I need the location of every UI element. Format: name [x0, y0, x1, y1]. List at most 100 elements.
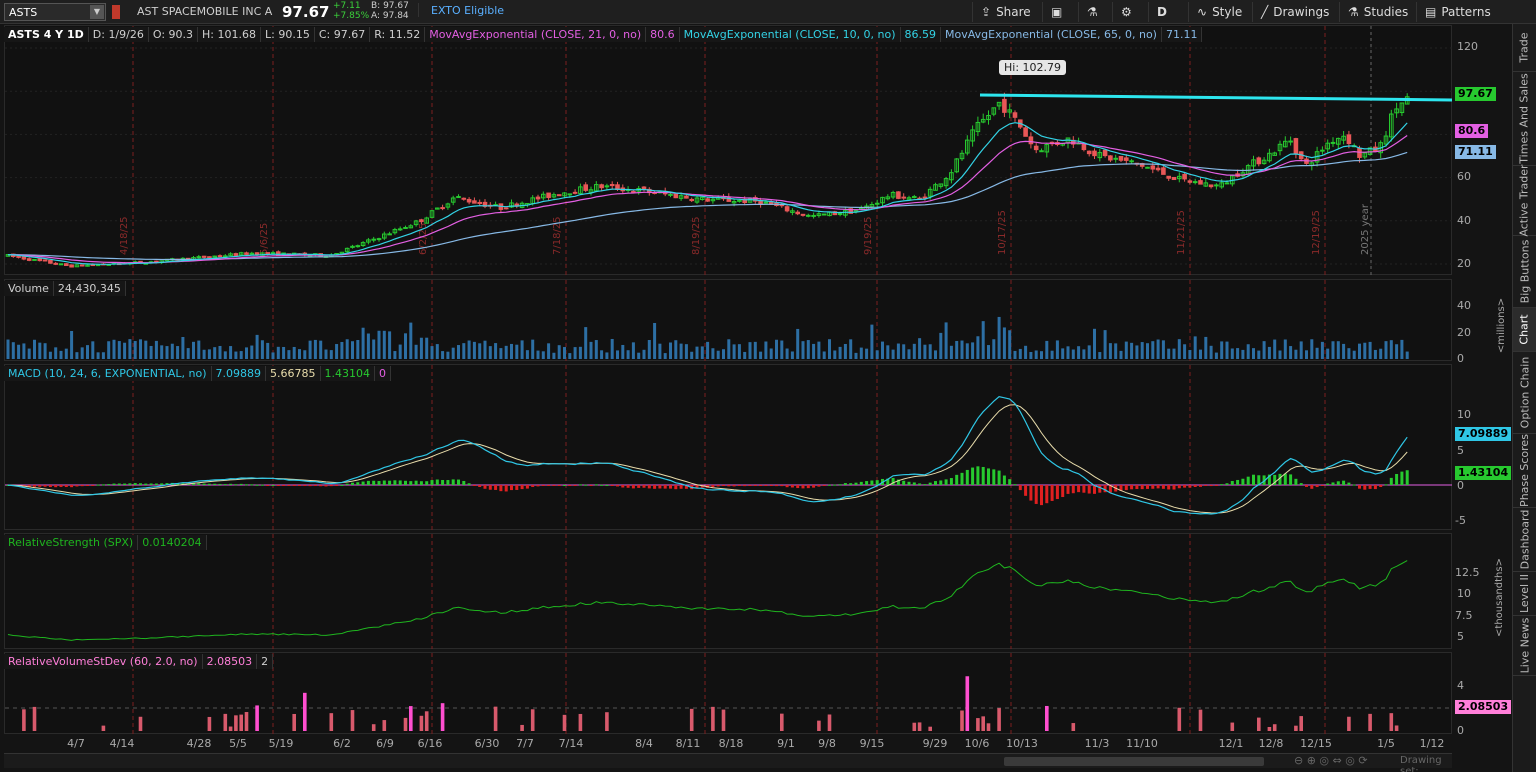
- candle-body: [1012, 112, 1018, 118]
- x-tick: 12/1: [1218, 737, 1244, 750]
- volume-bar: [1336, 341, 1340, 359]
- candle-body: [943, 178, 949, 187]
- style-button[interactable]: ∿ Style: [1188, 2, 1250, 22]
- ema65-label[interactable]: MovAvgExponential (CLOSE, 65, 0, no): [941, 27, 1162, 42]
- macd-histogram-bar: [260, 484, 264, 486]
- price-panel[interactable]: [4, 25, 1452, 275]
- macd-histogram-bar: [1347, 482, 1351, 485]
- sidebar-tab-times-and-sales[interactable]: Times And Sales: [1513, 72, 1536, 166]
- volume-bar: [896, 343, 900, 359]
- volume-bar: [218, 345, 222, 359]
- flag-icon[interactable]: [112, 5, 120, 19]
- sidebar-tab-option-chain[interactable]: Option Chain: [1513, 352, 1536, 434]
- symbol-input[interactable]: ASTS ▼: [4, 3, 106, 21]
- volume-bar: [981, 321, 985, 359]
- volume-bar: [944, 322, 948, 359]
- volume-label[interactable]: Volume: [4, 281, 54, 296]
- macd-histogram-bar: [939, 480, 943, 485]
- earnings-date-label: 5/6/25: [259, 223, 270, 255]
- candle-body: [244, 252, 249, 255]
- settings-button[interactable]: ⚙: [1112, 2, 1140, 22]
- volume-bar: [282, 346, 286, 359]
- flask-button[interactable]: ⚗: [1078, 2, 1106, 22]
- right-sidebar: Trade Times And Sales Active Trader Big But…: [1512, 24, 1536, 772]
- sidebar-tab-phase-scores[interactable]: Phase Scores: [1513, 434, 1536, 508]
- macd-histogram-bar: [382, 480, 386, 485]
- volume-bar: [329, 350, 333, 359]
- volume-tick: 0: [1457, 352, 1464, 365]
- sidebar-tab-label: Active Trader: [1518, 164, 1532, 237]
- sidebar-tab-label: Option Chain: [1518, 356, 1532, 429]
- volume-bar: [319, 340, 323, 359]
- symbol-dropdown-icon[interactable]: ▼: [90, 5, 104, 19]
- volume-bar: [313, 339, 317, 359]
- candle-body: [387, 233, 392, 236]
- ask-price: A: 97.84: [371, 11, 409, 21]
- macd-histogram-bar: [372, 480, 376, 485]
- relative-volume-bar: [1045, 705, 1049, 731]
- period-button[interactable]: D: [1148, 2, 1175, 22]
- rv-label[interactable]: RelativeVolumeStDev (60, 2.0, no): [4, 654, 203, 669]
- volume-bar: [541, 351, 545, 359]
- rs-unit: <thousandths>: [1493, 558, 1505, 637]
- sidebar-tab-level-ii[interactable]: Level II: [1513, 572, 1536, 616]
- macd-histogram-bar: [419, 481, 423, 485]
- macd-histogram-bar: [912, 482, 916, 485]
- volume-bar: [1087, 345, 1091, 359]
- macd-histogram-bar: [345, 483, 349, 485]
- relative-volume-bar: [562, 714, 567, 731]
- sidebar-tab-dashboard[interactable]: Dashboard: [1513, 508, 1536, 572]
- exto-eligible-link[interactable]: EXTO Eligible: [418, 3, 504, 17]
- candle-body: [1346, 134, 1352, 145]
- volume-bar: [1034, 350, 1038, 359]
- macd-histogram-bar: [573, 485, 577, 486]
- rs-label[interactable]: RelativeStrength (SPX): [4, 535, 139, 550]
- volume-bar: [404, 333, 407, 359]
- scroll-thumb[interactable]: [1004, 757, 1264, 766]
- macd-histogram-bar: [965, 469, 969, 485]
- last-price: 97.67: [282, 3, 330, 21]
- macd-histogram-bar: [409, 481, 413, 485]
- macd-histogram-bar: [896, 479, 900, 485]
- candle-body: [1261, 159, 1267, 165]
- sidebar-tab-chart[interactable]: Chart: [1513, 308, 1536, 352]
- sidebar-tab-big-buttons[interactable]: Big Buttons: [1513, 236, 1536, 308]
- volume-bar: [86, 345, 89, 359]
- relative-strength-panel[interactable]: [4, 533, 1452, 649]
- snapshot-button[interactable]: ▣: [1042, 2, 1070, 22]
- volume-bar: [669, 342, 672, 359]
- volume-bar: [435, 344, 439, 359]
- share-button[interactable]: ⇪ Share: [972, 2, 1039, 22]
- volume-bar: [822, 351, 826, 359]
- macd-histogram-bar: [1013, 484, 1017, 486]
- volume-bar: [854, 352, 858, 359]
- macd-panel[interactable]: [4, 364, 1452, 530]
- macd-histogram-bar: [276, 485, 280, 486]
- volume-bar: [1363, 342, 1367, 359]
- volume-bar: [753, 341, 757, 359]
- volume-bar: [1395, 344, 1399, 359]
- sidebar-tab-live-news[interactable]: Live News: [1513, 616, 1536, 676]
- candle-body: [472, 200, 477, 204]
- patterns-button[interactable]: ▤ Patterns: [1416, 2, 1499, 22]
- drawings-button[interactable]: ╱ Drawings: [1252, 2, 1337, 22]
- candle-body: [583, 184, 589, 191]
- volume-bar: [414, 344, 418, 359]
- volume-bar: [907, 349, 911, 359]
- relative-volume-bar: [1198, 709, 1203, 731]
- sidebar-tab-active-trader[interactable]: Active Trader: [1513, 164, 1536, 237]
- volume-bar: [1236, 348, 1240, 359]
- relative-volume-bar: [1177, 707, 1182, 731]
- macd-histogram-bar: [976, 466, 980, 485]
- ema21-label[interactable]: MovAvgExponential (CLOSE, 21, 0, no): [425, 27, 647, 42]
- sidebar-tab-trade[interactable]: Trade: [1513, 24, 1536, 72]
- zoom-controls[interactable]: ⊖ ⊕ ◎ ⇔ ◎ ⟳: [1294, 754, 1368, 767]
- horizontal-scrollbar[interactable]: ⊖ ⊕ ◎ ⇔ ◎ ⟳ Drawing set: Default: [4, 753, 1452, 772]
- ema10-label[interactable]: MovAvgExponential (CLOSE, 10, 0, no): [679, 27, 901, 42]
- macd-histogram-bar: [515, 485, 519, 490]
- macd-label[interactable]: MACD (10, 24, 6, EXPONENTIAL, no): [4, 366, 212, 381]
- volume-bar: [1214, 352, 1218, 359]
- macd-histogram-bar: [1098, 485, 1102, 493]
- studies-button[interactable]: ⚗ Studies: [1339, 2, 1416, 22]
- candle-body: [1108, 155, 1113, 161]
